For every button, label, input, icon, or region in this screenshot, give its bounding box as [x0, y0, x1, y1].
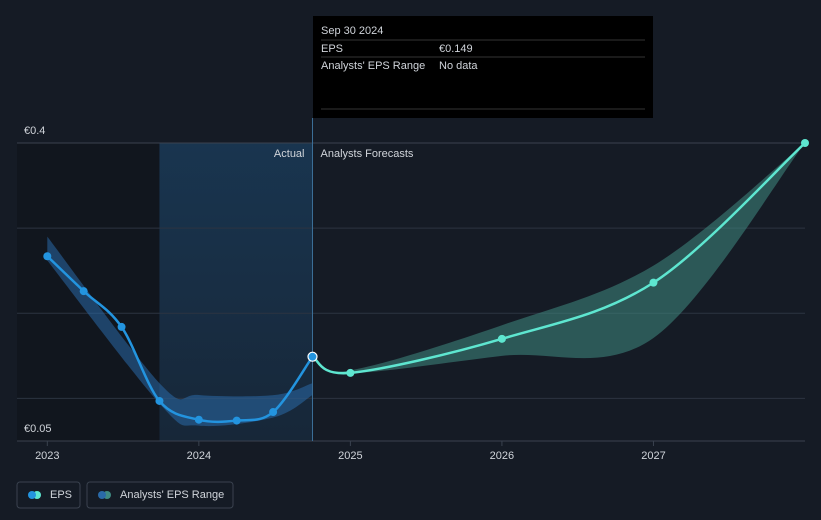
- tooltip-label: EPS: [321, 43, 343, 55]
- y-tick-label: €0.4: [24, 125, 45, 137]
- eps-point: [649, 278, 658, 287]
- eps-point: [497, 334, 506, 343]
- tooltip-value: €0.149: [439, 43, 473, 55]
- x-tick-label: 2025: [338, 450, 362, 462]
- eps-point: [194, 415, 203, 424]
- eps-point: [346, 368, 355, 377]
- highlight-region: [159, 143, 313, 441]
- x-tick-label: 2027: [641, 450, 665, 462]
- tooltip-value: No data: [439, 60, 478, 72]
- eps-point: [307, 351, 318, 362]
- legend-label: EPS: [50, 489, 72, 501]
- legend-swatch: [98, 491, 106, 499]
- eps-point: [269, 408, 278, 417]
- eps-point: [155, 396, 164, 405]
- tooltip-box: [313, 16, 653, 118]
- legend-label: Analysts' EPS Range: [120, 489, 224, 501]
- x-tick-label: 2026: [490, 450, 514, 462]
- eps-point: [232, 416, 241, 425]
- tooltip-label: Analysts' EPS Range: [321, 60, 425, 72]
- legend-swatch: [28, 491, 36, 499]
- eps-point: [801, 139, 809, 147]
- range-band: [47, 236, 313, 427]
- actual-label: Actual: [274, 148, 305, 160]
- x-tick-label: 2023: [35, 450, 59, 462]
- y-tick-label: €0.05: [24, 423, 52, 435]
- eps-point: [117, 322, 126, 331]
- eps-point: [79, 287, 88, 296]
- range-band: [312, 143, 805, 373]
- legend-item[interactable]: [86, 481, 234, 509]
- tooltip-date: Sep 30 2024: [321, 25, 383, 37]
- eps-point: [43, 252, 52, 261]
- forecast-label: Analysts Forecasts: [321, 148, 414, 160]
- legend-item[interactable]: [16, 481, 81, 509]
- x-tick-label: 2024: [187, 450, 211, 462]
